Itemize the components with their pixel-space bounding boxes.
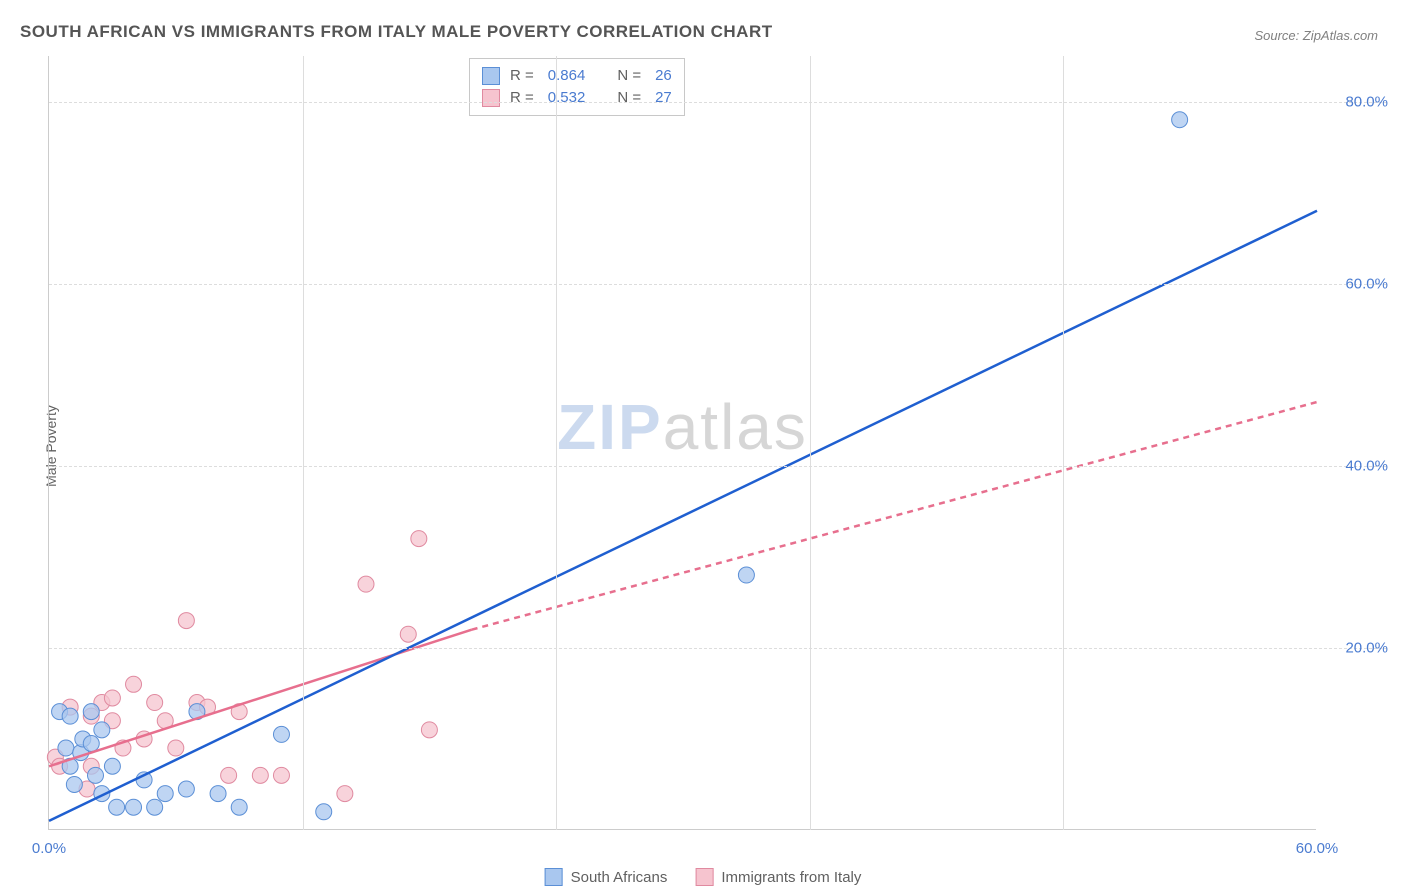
gridline-v — [556, 56, 557, 830]
data-point — [178, 781, 194, 797]
data-point — [358, 576, 374, 592]
gridline-v — [1063, 56, 1064, 830]
data-point — [87, 767, 103, 783]
data-point — [94, 722, 110, 738]
x-tick-label: 60.0% — [1296, 840, 1339, 857]
legend-swatch-blue — [545, 868, 563, 886]
y-tick-label: 40.0% — [1345, 457, 1388, 474]
data-point — [178, 613, 194, 629]
data-point — [1172, 112, 1188, 128]
data-point — [126, 799, 142, 815]
data-point — [210, 786, 226, 802]
legend-item: South Africans — [545, 868, 668, 886]
chart-title: SOUTH AFRICAN VS IMMIGRANTS FROM ITALY M… — [20, 22, 773, 42]
legend-label: Immigrants from Italy — [721, 869, 861, 886]
data-point — [83, 735, 99, 751]
data-point — [147, 799, 163, 815]
data-point — [221, 767, 237, 783]
plot-svg — [49, 56, 1316, 829]
data-point — [147, 695, 163, 711]
plot-area: ZIPatlas R = 0.864 N = 26 R = 0.532 N = … — [48, 56, 1316, 830]
data-point — [411, 531, 427, 547]
gridline-v — [810, 56, 811, 830]
gridline-h — [49, 284, 1387, 285]
data-point — [400, 626, 416, 642]
y-tick-label: 60.0% — [1345, 275, 1388, 292]
data-point — [157, 786, 173, 802]
data-point — [66, 776, 82, 792]
data-point — [738, 567, 754, 583]
gridline-h — [49, 466, 1387, 467]
y-tick-label: 20.0% — [1345, 639, 1388, 656]
data-point — [104, 690, 120, 706]
data-point — [83, 704, 99, 720]
gridline-v — [303, 56, 304, 830]
data-point — [252, 767, 268, 783]
data-point — [62, 708, 78, 724]
legend-label: South Africans — [571, 869, 668, 886]
fit-line — [49, 211, 1317, 821]
data-point — [316, 804, 332, 820]
x-tick-label: 0.0% — [32, 840, 66, 857]
data-point — [109, 799, 125, 815]
legend-item: Immigrants from Italy — [695, 868, 861, 886]
gridline-h — [49, 648, 1387, 649]
source-attribution: Source: ZipAtlas.com — [1254, 28, 1378, 43]
data-point — [126, 676, 142, 692]
bottom-legend: South Africans Immigrants from Italy — [545, 868, 862, 886]
data-point — [273, 726, 289, 742]
legend-swatch-pink — [695, 868, 713, 886]
data-point — [104, 758, 120, 774]
data-point — [231, 799, 247, 815]
data-point — [421, 722, 437, 738]
data-point — [273, 767, 289, 783]
data-point — [58, 740, 74, 756]
data-point — [337, 786, 353, 802]
gridline-h — [49, 102, 1387, 103]
fit-line-dashed — [472, 402, 1317, 630]
data-point — [168, 740, 184, 756]
y-tick-label: 80.0% — [1345, 93, 1388, 110]
